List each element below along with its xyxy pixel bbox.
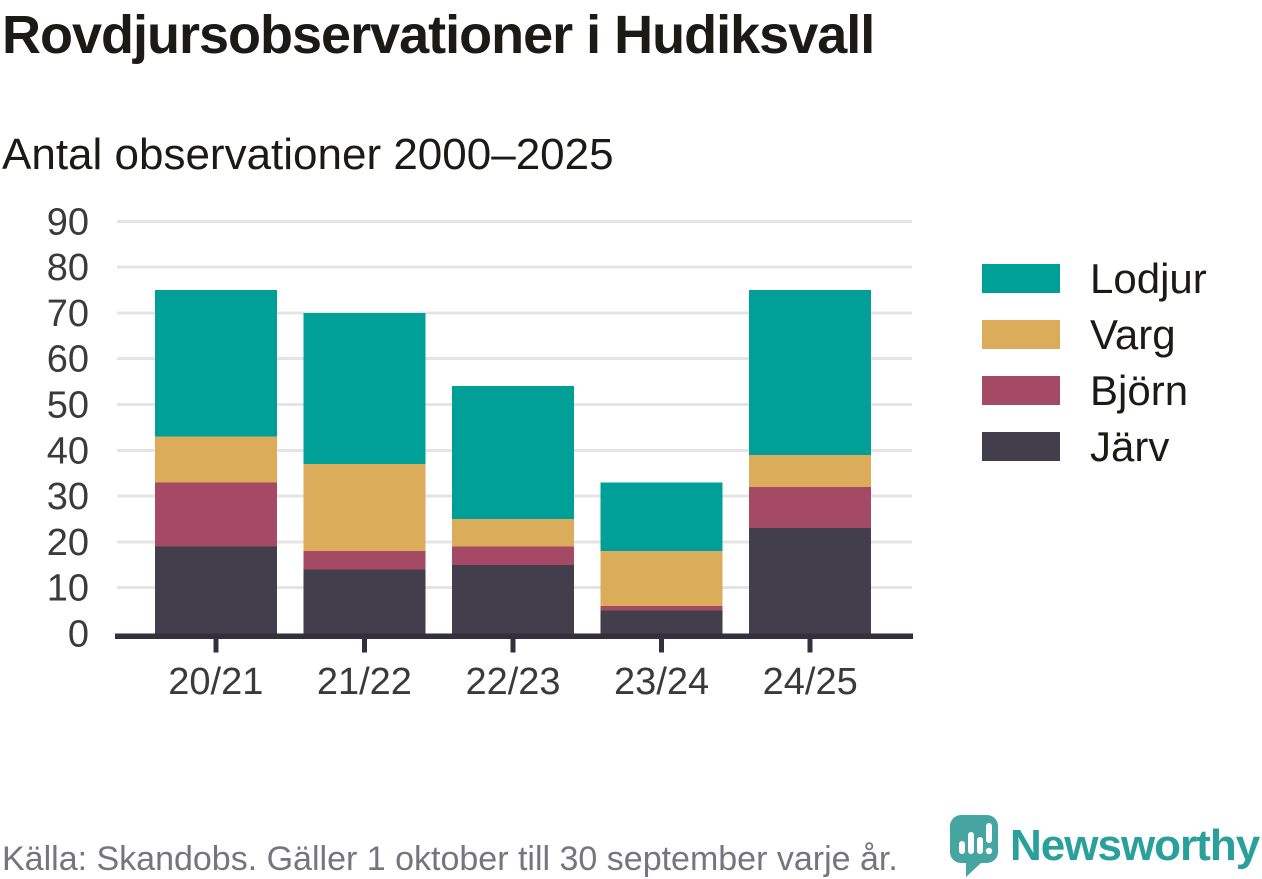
y-tick-label-60: 60 [47,339,89,381]
brand-logo: Newsworthy [950,815,1260,877]
bar-segment-23-24-järv [600,610,723,634]
bar-segment-21-22-lodjur [303,312,426,465]
y-tick-label-0: 0 [68,614,89,656]
bar-segment-20-21-lodjur [154,290,277,437]
legend-swatch-lodjur [982,264,1060,293]
bar-segment-23-24-varg [600,551,723,607]
bar-segment-22-23-björn [452,546,574,565]
y-tick-label-80: 80 [47,247,89,289]
legend-item-varg: Varg [982,313,1207,355]
bar-segment-23-24-björn [600,606,723,611]
x-tick-label-24-25: 24/25 [763,661,858,703]
brand-name: Newsworthy [1010,821,1260,870]
y-tick-label-20: 20 [47,522,89,564]
legend-label: Lodjur [1090,254,1207,302]
chart-legend: Lodjur Varg Björn Järv [982,257,1207,488]
legend-item-bjrn: Björn [982,369,1207,411]
x-tick-label-21-22: 21/22 [317,661,412,703]
bar-segment-22-23-järv [452,564,574,634]
bar-segment-21-22-järv [303,569,426,634]
bar-segment-22-23-lodjur [452,386,574,519]
y-tick-label-30: 30 [47,476,89,518]
legend-item-jrv: Järv [982,425,1207,467]
x-tick-22-23 [510,638,516,653]
bar-segment-24-25-lodjur [749,290,872,455]
legend-label: Varg [1090,310,1176,358]
legend-label: Järv [1090,422,1170,470]
bar-segment-22-23-varg [452,519,574,547]
x-tick-24-25 [807,638,813,653]
x-tick-label-20-21: 20/21 [168,661,263,703]
bar-segment-24-25-järv [749,528,872,634]
bar-segment-21-22-björn [303,551,426,570]
y-tick-label-40: 40 [47,430,89,472]
bar-segment-24-25-varg [749,454,872,487]
bar-segment-23-24-lodjur [600,482,723,552]
y-tick-label-70: 70 [47,293,89,335]
y-tick-label-50: 50 [47,385,89,427]
bar-segment-20-21-varg [154,436,277,483]
legend-swatch-jrv [982,432,1060,461]
chart-title: Rovdjursobservationer i Hudiksvall [2,5,875,65]
speech-bubble-bar-chart-icon [950,815,998,877]
legend-item-lodjur: Lodjur [982,257,1207,299]
x-tick-23-24 [659,638,665,653]
legend-label: Björn [1090,366,1189,414]
x-tick-label-22-23: 22/23 [465,661,560,703]
bar-segment-20-21-järv [154,546,277,634]
x-tick-20-21 [213,638,219,653]
source-note: Källa: Skandobs. Gäller 1 oktober till 3… [2,840,898,878]
legend-swatch-varg [982,320,1060,349]
bar-segment-21-22-varg [303,464,426,552]
x-tick-label-23-24: 23/24 [614,661,709,703]
x-tick-21-22 [361,638,367,653]
bar-segment-20-21-björn [154,482,277,547]
chart-subtitle: Antal observationer 2000–2025 [2,130,614,179]
y-tick-label-10: 10 [47,568,89,610]
x-axis-line [115,633,913,639]
bar-segment-24-25-björn [749,486,872,529]
y-tick-label-90: 90 [47,201,89,243]
legend-swatch-bjrn [982,376,1060,405]
